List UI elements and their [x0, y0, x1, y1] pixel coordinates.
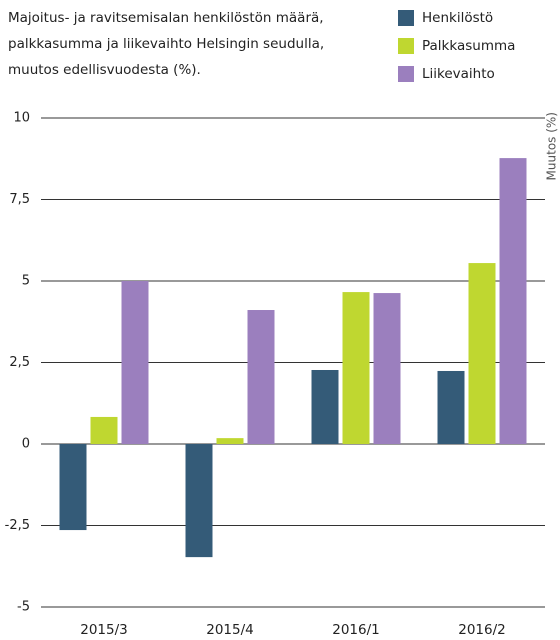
y-tick-label: 7,5 — [9, 192, 30, 207]
bar — [311, 369, 339, 444]
bar — [247, 310, 275, 444]
legend-label: Palkkasumma — [422, 38, 515, 54]
bar — [342, 292, 370, 444]
chart-title-line: palkkasumma ja liikevaihto Helsingin seu… — [8, 36, 324, 52]
y-tick-label: 2,5 — [9, 355, 30, 370]
bar — [437, 370, 465, 444]
bar — [59, 444, 87, 531]
chart-title-line: Majoitus- ja ravitsemisalan henkilöstön … — [8, 10, 324, 26]
legend-swatch — [398, 38, 414, 54]
x-tick-label: 2015/3 — [80, 622, 128, 638]
bar — [499, 158, 527, 444]
y-tick-label: 10 — [13, 111, 30, 126]
y-tick-label: -2,5 — [5, 518, 30, 533]
bar — [121, 281, 149, 444]
y-axis-label: Muutos (%) — [545, 112, 559, 180]
legend-swatch — [398, 66, 414, 82]
bar — [90, 416, 118, 444]
x-tick-label: 2016/2 — [458, 622, 506, 638]
bar — [373, 293, 401, 444]
chart-title-line: muutos edellisvuodesta (%). — [8, 62, 201, 78]
legend-label: Liikevaihto — [422, 66, 495, 82]
bar — [185, 444, 213, 558]
x-tick-label: 2016/1 — [332, 622, 380, 638]
legend-label: Henkilöstö — [422, 10, 493, 26]
legend-swatch — [398, 10, 414, 26]
y-tick-label: 0 — [22, 437, 30, 452]
bar — [468, 263, 496, 444]
y-tick-label: -5 — [17, 600, 30, 615]
y-tick-label: 5 — [22, 274, 30, 289]
x-tick-label: 2015/4 — [206, 622, 254, 638]
bar — [216, 438, 244, 444]
